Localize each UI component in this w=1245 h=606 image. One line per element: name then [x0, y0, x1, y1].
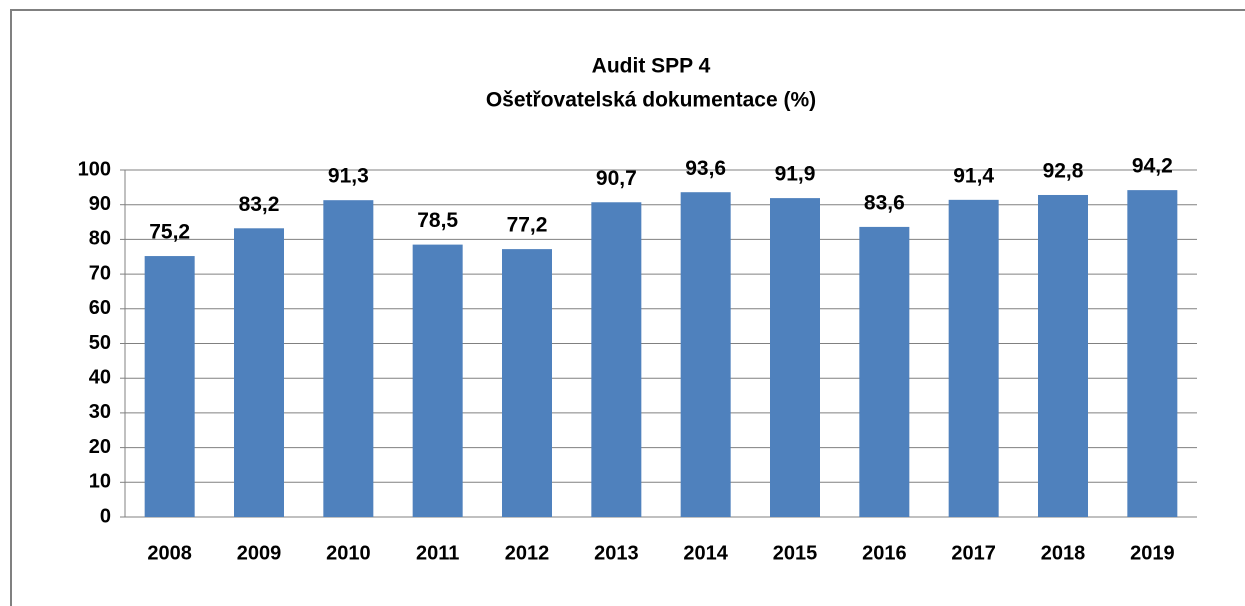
y-tick-label: 10 — [89, 471, 111, 493]
chart-title: Audit SPP 4 — [592, 55, 711, 78]
value-label: 75,2 — [149, 221, 190, 244]
chart-subtitle: Ošetřovatelská dokumentace (%) — [486, 89, 816, 112]
y-tick-label: 80 — [89, 228, 111, 250]
bar — [323, 200, 374, 517]
x-tick-label: 2016 — [862, 542, 907, 564]
x-tick-label: 2010 — [326, 542, 371, 564]
bar — [1127, 190, 1178, 517]
x-tick-label: 2008 — [147, 542, 192, 564]
x-tick-label: 2019 — [1130, 542, 1175, 564]
value-label: 77,2 — [507, 214, 548, 237]
y-tick-label: 70 — [89, 262, 111, 284]
value-label: 91,9 — [775, 163, 816, 186]
bar — [591, 202, 642, 517]
bar — [234, 228, 284, 517]
x-tick-label: 2015 — [773, 542, 818, 564]
value-label: 91,4 — [953, 164, 994, 187]
value-label: 83,6 — [864, 191, 905, 214]
x-tick-label: 2012 — [505, 542, 550, 564]
y-tick-label: 90 — [89, 193, 111, 215]
bar — [948, 199, 999, 518]
bar — [1038, 194, 1088, 517]
value-label: 78,5 — [417, 209, 458, 232]
x-tick-label: 2018 — [1041, 542, 1086, 564]
y-tick-label: 50 — [89, 332, 111, 354]
y-tick-label: 0 — [100, 505, 111, 527]
x-tick-label: 2017 — [951, 542, 996, 564]
x-tick-label: 2011 — [416, 542, 459, 564]
x-tick-label: 2013 — [594, 542, 639, 564]
x-tick-label: 2014 — [683, 542, 728, 564]
y-tick-label: 40 — [89, 366, 111, 388]
y-tick-label: 60 — [89, 297, 111, 319]
bar — [770, 198, 820, 517]
value-label: 94,2 — [1132, 155, 1173, 178]
bar — [412, 244, 463, 518]
y-tick-label: 30 — [89, 401, 111, 423]
bar — [680, 192, 731, 517]
bar — [502, 249, 552, 517]
y-tick-label: 100 — [78, 158, 111, 180]
value-label: 92,8 — [1043, 160, 1084, 183]
value-label: 91,3 — [328, 165, 369, 188]
value-label: 90,7 — [596, 167, 637, 190]
value-label: 83,2 — [239, 193, 280, 216]
y-tick-label: 20 — [89, 436, 111, 458]
bar — [859, 226, 910, 517]
x-tick-label: 2009 — [237, 542, 282, 564]
bar — [144, 256, 195, 517]
value-label: 93,6 — [685, 157, 726, 180]
